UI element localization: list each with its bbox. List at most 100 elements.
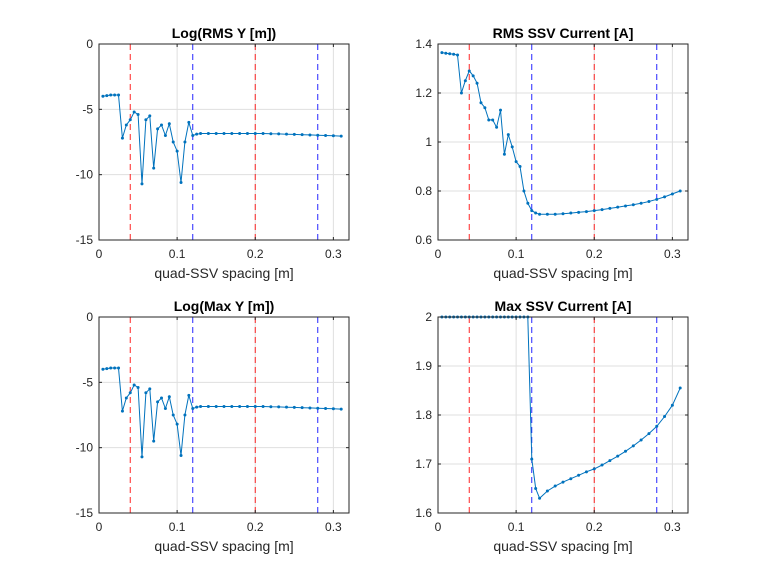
data-point bbox=[140, 182, 144, 186]
data-point bbox=[600, 208, 604, 212]
data-point bbox=[140, 455, 144, 459]
y-tick-label: 1.8 bbox=[415, 408, 432, 422]
data-point bbox=[467, 69, 471, 73]
data-point bbox=[647, 432, 651, 436]
data-point bbox=[156, 400, 160, 404]
data-point bbox=[577, 473, 581, 477]
data-point bbox=[495, 125, 499, 129]
plot-area bbox=[99, 44, 349, 240]
log-rms-y-m-chart: 0 0.1 0.2 0.3 -15 -10 -5 0 Log(RMS Y [m]) quad-SS… bbox=[76, 25, 350, 281]
x-tick-label: 0 bbox=[96, 520, 103, 534]
x-tick-label: 0.2 bbox=[586, 520, 603, 534]
data-point bbox=[195, 132, 199, 136]
y-tick-label: -5 bbox=[82, 375, 93, 389]
data-point bbox=[440, 51, 444, 55]
plot-title: RMS SSV Current [A] bbox=[493, 25, 634, 41]
data-point bbox=[144, 118, 148, 122]
data-point bbox=[526, 201, 530, 205]
data-point bbox=[292, 405, 296, 409]
data-point bbox=[655, 424, 659, 428]
data-point bbox=[238, 405, 242, 409]
data-point bbox=[206, 132, 210, 136]
data-point bbox=[117, 93, 121, 97]
data-point bbox=[506, 133, 510, 137]
y-tick-label: -15 bbox=[76, 233, 94, 247]
data-point bbox=[663, 414, 667, 418]
data-point bbox=[175, 422, 179, 426]
data-point bbox=[545, 212, 549, 216]
x-tick-label: 0.3 bbox=[325, 520, 342, 534]
data-point bbox=[584, 210, 588, 214]
data-point bbox=[569, 211, 573, 215]
data-point bbox=[199, 132, 203, 136]
data-point bbox=[148, 387, 152, 391]
data-point bbox=[631, 444, 635, 448]
data-point bbox=[553, 484, 557, 488]
data-point bbox=[136, 386, 140, 390]
data-point bbox=[113, 366, 117, 370]
y-tick-label: 2 bbox=[425, 310, 432, 324]
data-point bbox=[510, 145, 514, 149]
data-point bbox=[534, 487, 538, 490]
data-point bbox=[491, 118, 495, 122]
data-point bbox=[253, 405, 257, 409]
x-tick-label: 0.1 bbox=[169, 520, 186, 534]
data-point bbox=[459, 91, 463, 95]
data-point bbox=[316, 406, 320, 410]
data-point bbox=[245, 405, 249, 409]
data-point bbox=[475, 81, 479, 85]
data-point bbox=[324, 406, 328, 410]
data-point bbox=[214, 132, 218, 136]
data-point bbox=[534, 211, 538, 215]
data-point bbox=[167, 395, 171, 399]
data-point bbox=[483, 106, 487, 110]
data-point bbox=[128, 118, 132, 122]
x-tick-label: 0.3 bbox=[664, 520, 681, 534]
data-point bbox=[277, 132, 281, 136]
data-point bbox=[561, 212, 565, 216]
data-point bbox=[471, 74, 475, 78]
x-tick-label: 0.3 bbox=[664, 247, 681, 261]
data-point bbox=[124, 123, 128, 127]
y-tick-label: 0 bbox=[86, 37, 93, 51]
data-point bbox=[113, 93, 117, 97]
data-point bbox=[269, 132, 273, 136]
y-tick-label: 1 bbox=[425, 135, 432, 149]
data-point bbox=[199, 405, 203, 409]
data-point bbox=[175, 149, 179, 153]
y-tick-label: 0.8 bbox=[415, 184, 432, 198]
data-point bbox=[624, 204, 627, 208]
data-point bbox=[156, 127, 160, 131]
data-point bbox=[101, 94, 105, 98]
data-point bbox=[261, 405, 265, 409]
data-point bbox=[463, 79, 467, 83]
data-point bbox=[300, 133, 304, 137]
data-point bbox=[120, 136, 124, 140]
data-point bbox=[191, 133, 195, 137]
data-point bbox=[253, 132, 257, 136]
data-point bbox=[502, 152, 506, 156]
data-point bbox=[285, 132, 288, 136]
data-point bbox=[187, 393, 191, 397]
data-point bbox=[183, 413, 187, 417]
data-point bbox=[663, 195, 667, 199]
data-point bbox=[117, 366, 121, 370]
data-point bbox=[152, 166, 156, 170]
data-point bbox=[230, 405, 234, 409]
x-axis-label: quad-SSV spacing [m] bbox=[154, 265, 293, 281]
data-point bbox=[339, 134, 343, 138]
x-tick-label: 0.1 bbox=[508, 520, 525, 534]
y-tick-label: 1.6 bbox=[415, 506, 432, 520]
y-tick-label: -15 bbox=[76, 506, 94, 520]
x-tick-label: 0 bbox=[435, 520, 442, 534]
data-point bbox=[124, 396, 128, 400]
data-point bbox=[105, 367, 109, 371]
data-point bbox=[448, 52, 452, 56]
x-tick-label: 0.3 bbox=[325, 247, 342, 261]
rms-ssv-current-a-chart: 0 0.1 0.2 0.3 0.6 0.8 1 1.2 1.4 RMS SSV Current [… bbox=[415, 25, 689, 281]
data-point bbox=[230, 132, 234, 136]
data-point bbox=[577, 210, 581, 214]
axes-box bbox=[98, 43, 350, 241]
data-point bbox=[639, 438, 643, 442]
